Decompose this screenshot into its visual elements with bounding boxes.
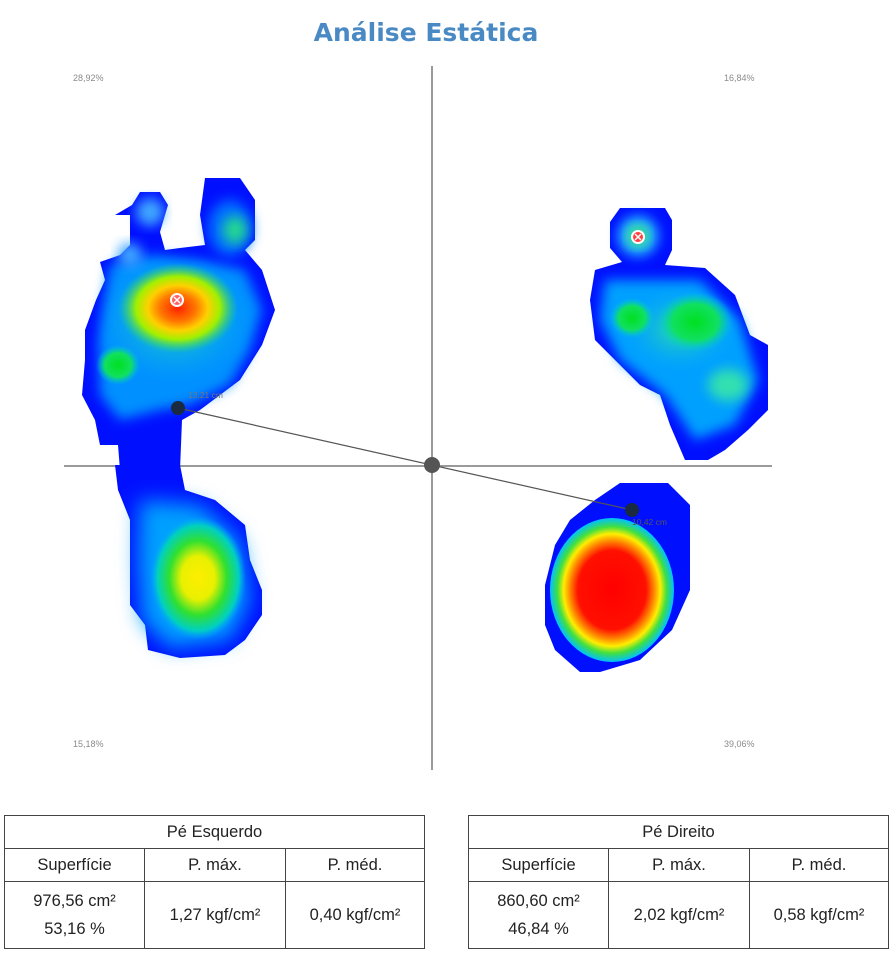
left-pmed-value: 0,40 kgf/cm² — [285, 881, 425, 949]
quadrant-bottom-left-pct: 15,18% — [73, 739, 104, 749]
left-foot-heatmap — [82, 178, 275, 658]
right-surface-area: 860,60 cm² — [497, 892, 580, 910]
quadrant-bottom-right-pct: 39,06% — [724, 739, 755, 749]
col-pmax: P. máx. — [144, 848, 286, 882]
right-foot-table: Pé Direito Superfície P. máx. P. méd. 86… — [468, 815, 889, 949]
right-foot-header: Pé Direito — [468, 815, 889, 849]
col-pmed: P. méd. — [285, 848, 425, 882]
center-point — [424, 457, 440, 473]
right-pmed-value: 0,58 kgf/cm² — [749, 881, 889, 949]
left-foot-header: Pé Esquerdo — [4, 815, 425, 849]
right-pmax-value: 2,02 kgf/cm² — [608, 881, 750, 949]
quadrant-top-right-pct: 16,84% — [724, 73, 755, 83]
left-distance-label: 13,21 cm — [188, 390, 223, 400]
right-cop-point — [625, 503, 639, 517]
right-surface-pct: 46,84 % — [508, 920, 569, 938]
col-pmax: P. máx. — [608, 848, 750, 882]
left-surface-area: 976,56 cm² — [33, 892, 116, 910]
left-surface-pct: 53,16 % — [44, 920, 105, 938]
quadrant-top-left-pct: 28,92% — [73, 73, 104, 83]
col-surface: Superfície — [4, 848, 145, 882]
col-pmed: P. méd. — [749, 848, 889, 882]
page-title: Análise Estática — [313, 18, 539, 47]
left-surface-cell: 976,56 cm² 53,16 % — [4, 881, 145, 949]
right-distance-label: 10,42 cm — [632, 517, 667, 527]
cop-line — [177, 407, 633, 511]
right-foot-heatmap — [545, 208, 768, 672]
col-surface: Superfície — [468, 848, 609, 882]
right-surface-cell: 860,60 cm² 46,84 % — [468, 881, 609, 949]
left-pmax-value: 1,27 kgf/cm² — [144, 881, 286, 949]
left-foot-table: Pé Esquerdo Superfície P. máx. P. méd. 9… — [4, 815, 425, 949]
left-cop-point — [171, 401, 185, 415]
